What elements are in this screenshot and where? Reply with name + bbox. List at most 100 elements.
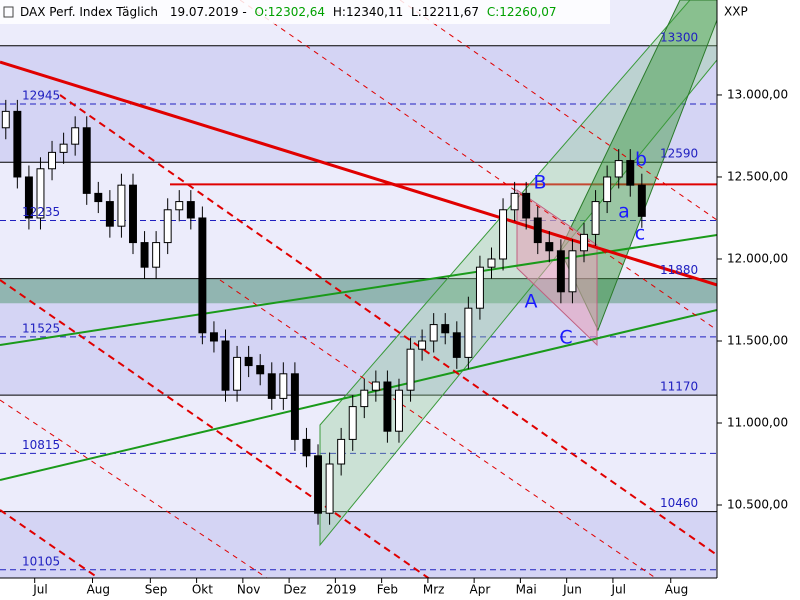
wave-label: A (525, 291, 538, 313)
candle-body (267, 373, 276, 399)
candle-body (603, 176, 612, 203)
candle-body (209, 332, 218, 342)
candle-body (626, 160, 635, 186)
level-label: 10460 (660, 496, 698, 510)
x-tick-label: Aug (665, 583, 688, 597)
header-open: O:12302,64 (255, 5, 326, 19)
x-tick-label: Nov (237, 583, 260, 597)
candle-body (13, 110, 22, 178)
candle-body (244, 356, 253, 367)
header-name: DAX Perf. Index Täglich (20, 5, 158, 19)
candle-body (395, 389, 403, 432)
trend-channel (319, 0, 717, 547)
candle-body (256, 365, 265, 375)
header-date: 19.07.2019 - (170, 5, 247, 19)
candle-body (545, 242, 554, 252)
level-label: 11170 (660, 380, 698, 394)
level-label: 11525 (22, 321, 60, 335)
candle-body (429, 324, 438, 342)
candle-body (59, 143, 68, 153)
y-tick-label: 11.500,00 (727, 333, 788, 347)
candle-body (1, 110, 10, 129)
candle-body (499, 209, 508, 260)
candle-body (117, 184, 126, 227)
support-line (0, 309, 717, 481)
level-label: 12235 (22, 205, 60, 219)
candle-body (487, 258, 496, 268)
level-label: 10815 (22, 438, 60, 452)
candle-body (221, 340, 230, 391)
dashed-trend (219, 279, 657, 578)
candle-body (522, 192, 531, 219)
candle-body (105, 201, 114, 227)
candle-body (290, 373, 299, 440)
level-label: 10105 (22, 554, 60, 568)
dashed-trend (0, 279, 431, 578)
band (0, 45, 717, 163)
header: DAX Perf. Index Täglich 19.07.2019 - O:1… (20, 5, 557, 19)
x-tick-label: Aug (87, 583, 110, 597)
level-label: 13300 (660, 30, 698, 44)
symbol: XXP (724, 5, 748, 19)
candle-body (452, 332, 461, 358)
candle-body (348, 406, 357, 440)
candle-body (186, 201, 195, 219)
dashed-trend (399, 0, 717, 221)
candle-body (129, 184, 137, 244)
x-tick-label: Apr (470, 583, 491, 597)
x-tick-label: Mai (516, 583, 537, 597)
candle-body (556, 250, 565, 293)
x-tick-label: Jun (562, 583, 582, 597)
wave-label: a (618, 201, 630, 223)
x-tick-label: Jul (610, 583, 625, 597)
candle-body (163, 209, 172, 244)
level-label: 11880 (660, 263, 698, 277)
candle-body (233, 356, 242, 391)
candle-body (302, 438, 311, 457)
wave-label: C (559, 327, 572, 349)
candle-body (140, 242, 149, 268)
candle-body (175, 201, 184, 211)
x-tick-label: Jul (32, 583, 47, 597)
dashed-trend (239, 0, 717, 331)
header-bg (0, 0, 610, 24)
band (0, 395, 717, 512)
level-label: 12945 (22, 88, 60, 102)
header-close: C:12260,07 (487, 5, 557, 19)
candle-body (371, 381, 380, 391)
candle-body (94, 192, 103, 203)
x-tick-label: 2019 (326, 583, 357, 597)
candle-body (568, 250, 577, 293)
candle-body (580, 233, 588, 252)
candle-body (337, 438, 346, 465)
candle-body (510, 192, 519, 211)
candle-body (406, 348, 415, 391)
wave-label: c (635, 223, 645, 245)
candle-body (614, 160, 623, 178)
downtrend-line (0, 60, 717, 287)
band (0, 511, 717, 578)
header-high: H:12340,11 (333, 5, 403, 19)
candle-body (464, 307, 473, 358)
y-tick-label: 11.000,00 (727, 416, 788, 430)
candle-body (475, 266, 484, 309)
candle-body (383, 381, 392, 432)
candle-body (418, 340, 427, 350)
candle-body (441, 324, 450, 334)
wave-label: b (635, 149, 647, 171)
icon (3, 6, 14, 18)
candle-body (24, 176, 33, 219)
x-tick-label: Dez (283, 583, 306, 597)
candle-body (279, 373, 288, 399)
candle-body (325, 463, 334, 514)
candle-body (314, 455, 322, 514)
candle-body (591, 201, 600, 235)
candle-body (48, 151, 57, 170)
support-line (0, 234, 717, 346)
level-label: 12590 (660, 147, 698, 161)
candle-body (198, 217, 207, 334)
x-tick-label: Sep (145, 583, 168, 597)
dashed-trend (0, 399, 268, 578)
x-tick-label: Mrz (423, 583, 445, 597)
